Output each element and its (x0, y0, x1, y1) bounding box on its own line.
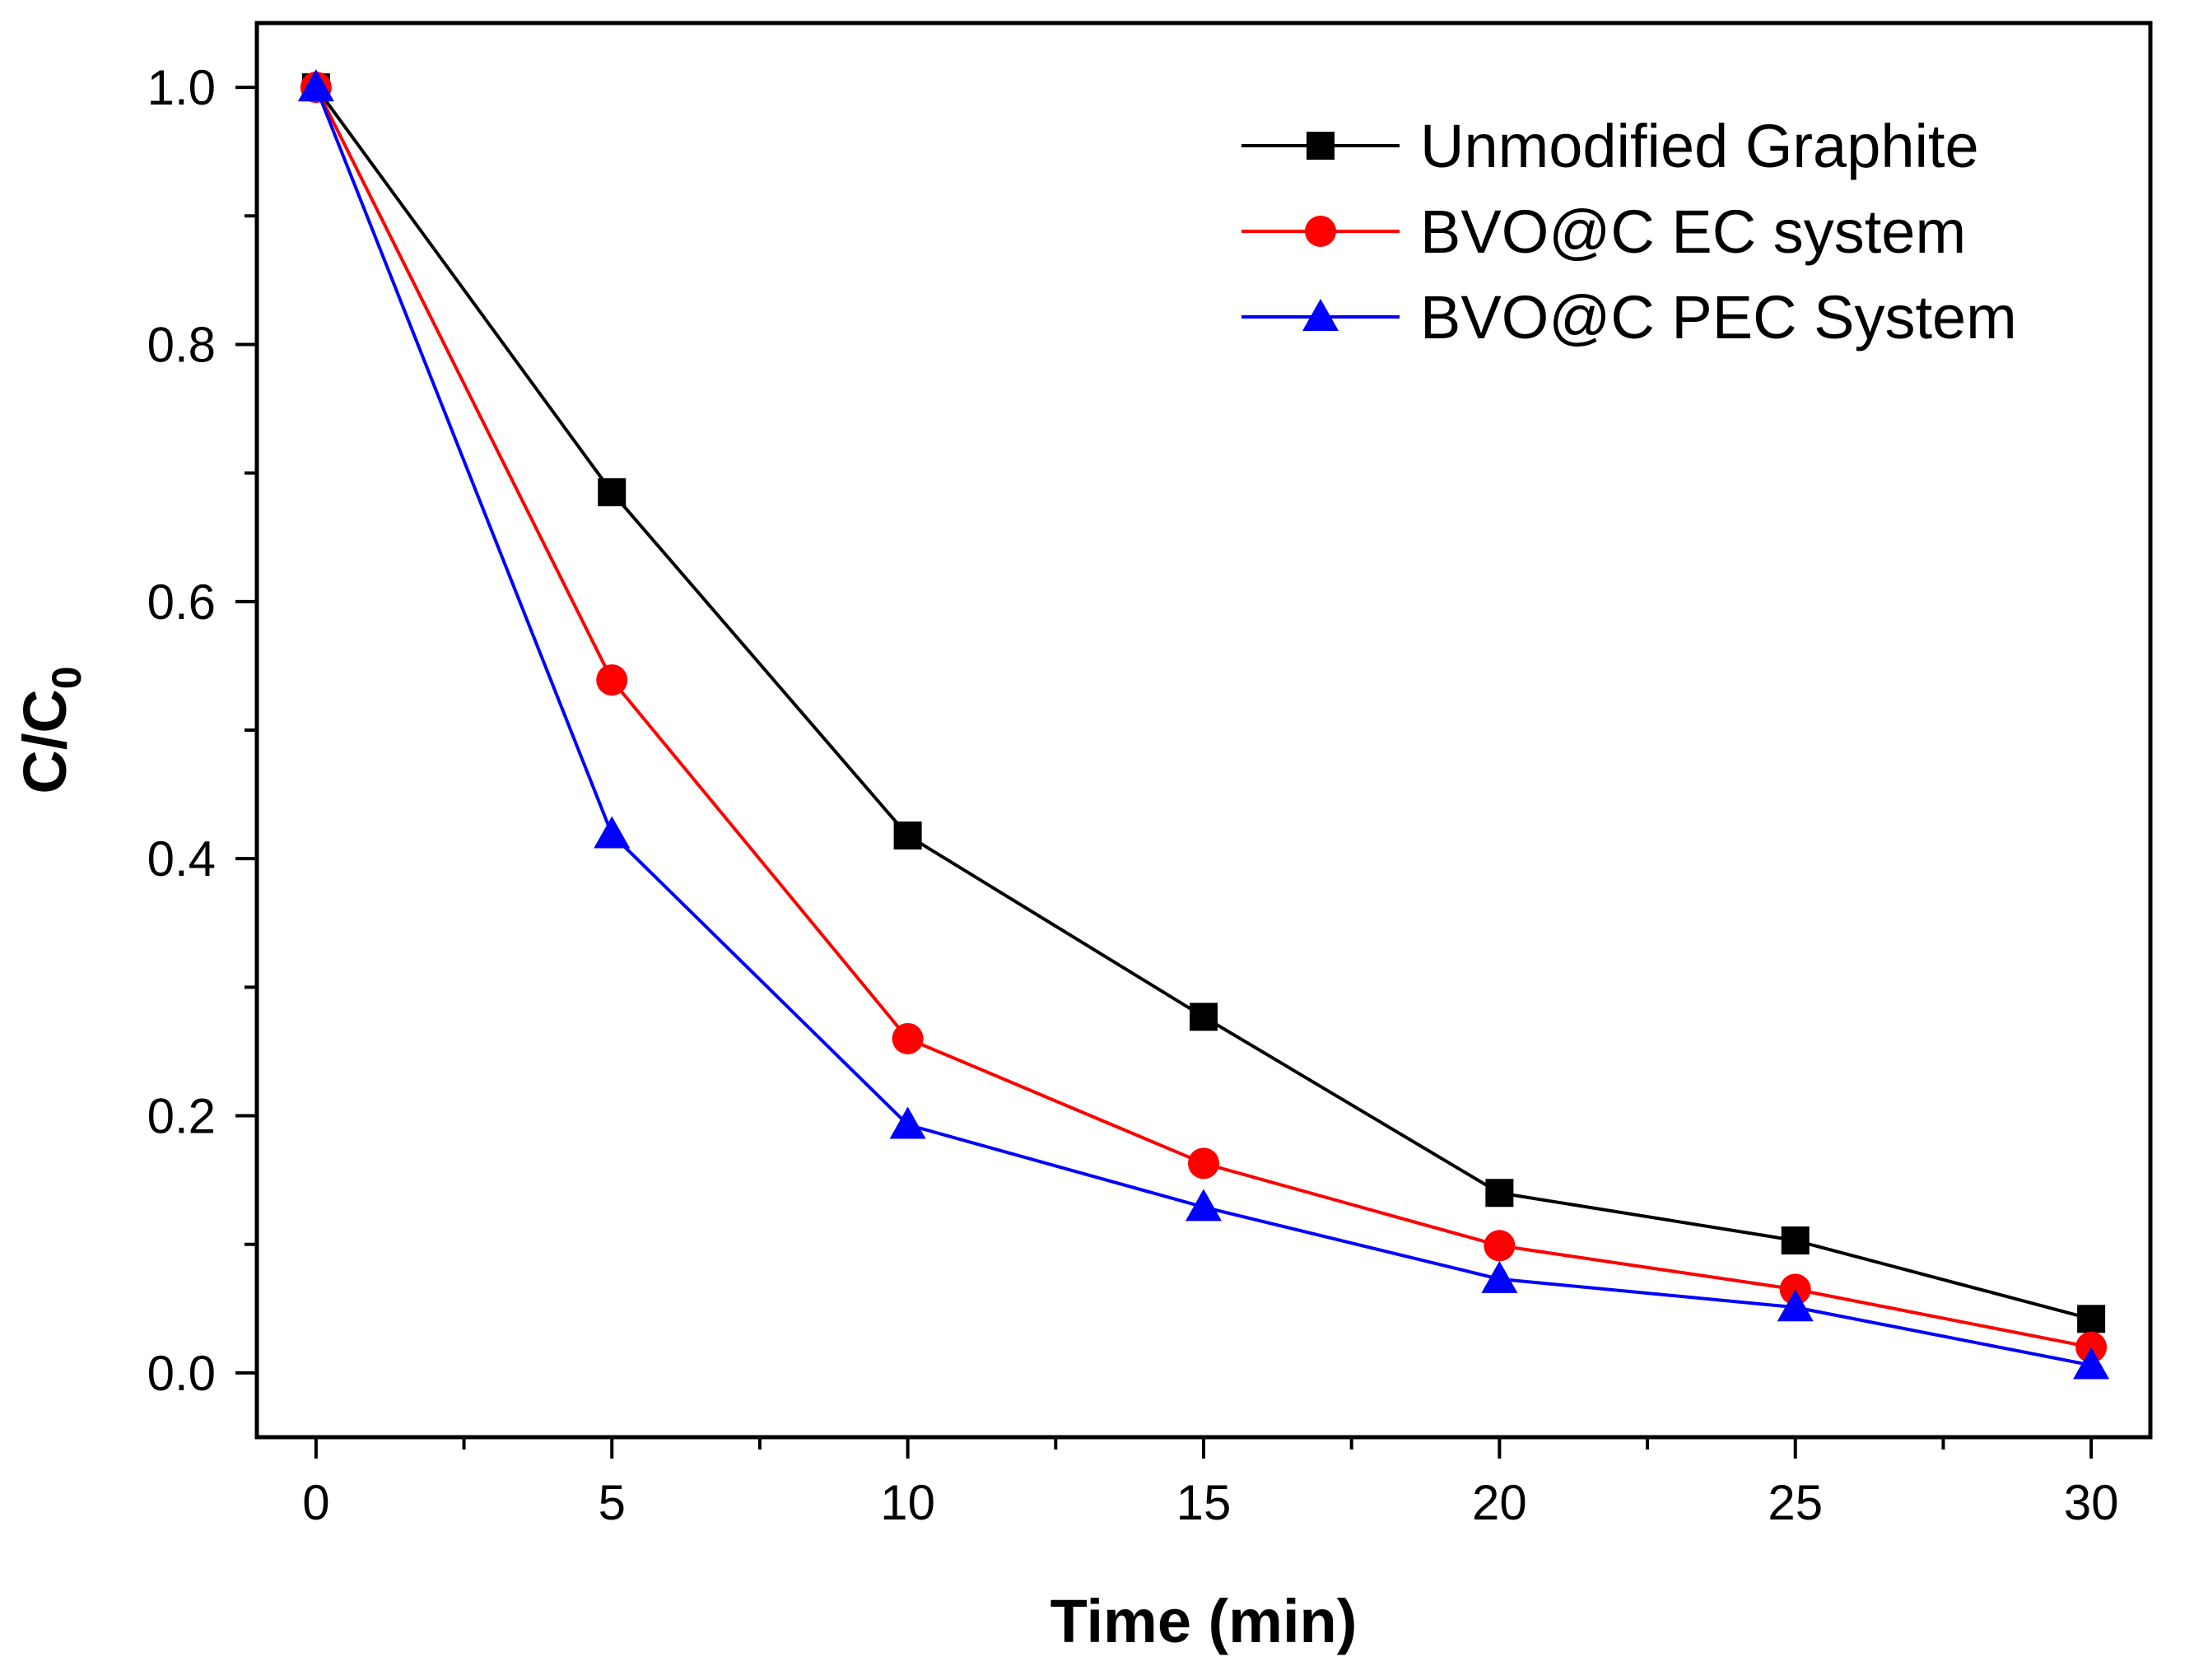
series-layer (297, 69, 2110, 1380)
data-point (1186, 1189, 1222, 1222)
y-tick-label: 0.8 (147, 317, 216, 372)
y-tick-label: 0.4 (147, 831, 216, 887)
legend-marker (1307, 132, 1335, 160)
data-point (1781, 1226, 1810, 1255)
x-tick-label: 25 (1768, 1475, 1823, 1530)
data-point (2077, 1305, 2106, 1333)
data-point (893, 821, 922, 850)
y-tick-label: 0.2 (147, 1089, 216, 1144)
y-axis-title-main: C/C (11, 689, 79, 793)
data-point (594, 816, 631, 849)
x-tick-label: 30 (2064, 1475, 2119, 1530)
x-axis-ticks: 0 5 10 15 20 25 30 (302, 1437, 2119, 1530)
data-point (889, 1106, 926, 1139)
y-tick-label: 1.0 (147, 60, 216, 115)
data-point (1481, 1260, 1518, 1293)
x-tick-label: 20 (1472, 1475, 1527, 1530)
series-3 (297, 69, 2110, 1380)
legend-marker (1302, 299, 1339, 331)
x-axis-title: Time (min) (1050, 1587, 1358, 1655)
y-axis-ticks: 0.0 0.2 0.4 0.6 0.8 1.0 (147, 60, 257, 1401)
data-point (1190, 1003, 1218, 1031)
x-tick-label: 10 (880, 1475, 935, 1530)
data-point (1484, 1230, 1516, 1262)
legend-marker (1305, 216, 1336, 247)
x-tick-label: 0 (302, 1475, 329, 1530)
series-line (314, 86, 2092, 1321)
legend-label: Unmodified Graphite (1420, 112, 1979, 180)
data-point (598, 478, 627, 507)
legend: Unmodified Graphite BVO@C EC system BVO@C … (1241, 112, 2017, 351)
y-tick-label: 0.6 (147, 575, 216, 630)
legend-label: BVO@C EC system (1420, 198, 1966, 266)
data-point (2073, 1347, 2110, 1380)
x-tick-label: 5 (599, 1475, 626, 1530)
y-tick-label: 0.0 (147, 1346, 216, 1401)
data-point (1188, 1147, 1219, 1180)
y-axis-title-subscript: 0 (44, 666, 90, 689)
legend-item: BVO@C EC system (1241, 198, 1966, 266)
data-point (596, 664, 628, 696)
legend-item: Unmodified Graphite (1241, 112, 1979, 180)
legend-label: BVO@C PEC System (1420, 283, 2017, 351)
y-axis-title: C/C0 (11, 666, 90, 793)
data-point (297, 69, 334, 102)
data-point (1485, 1179, 1514, 1208)
legend-item: BVO@C PEC System (1241, 283, 2017, 351)
x-tick-label: 15 (1176, 1475, 1232, 1530)
data-point (1777, 1289, 1814, 1322)
data-point (892, 1022, 924, 1054)
